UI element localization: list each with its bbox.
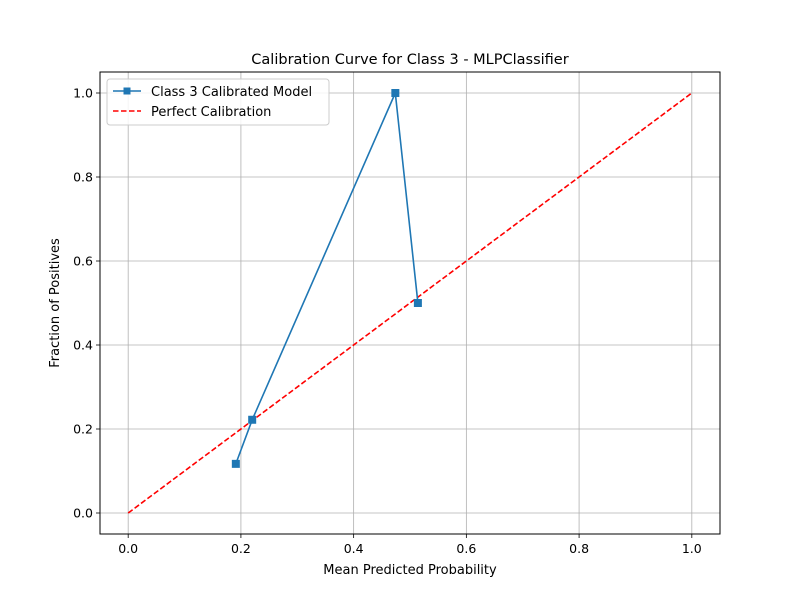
x-tick-label: 1.0 xyxy=(682,541,702,556)
calibrated-point xyxy=(231,459,240,468)
grid xyxy=(100,72,720,534)
calibrated-point xyxy=(391,89,400,97)
chart-title: Calibration Curve for Class 3 - MLPClass… xyxy=(251,52,568,68)
series-line-calibrated xyxy=(235,89,419,465)
legend-label-calibrated: Class 3 Calibrated Model xyxy=(151,85,312,100)
y-tick-label: 0.8 xyxy=(73,170,93,185)
x-tick-label: 0.0 xyxy=(118,541,138,556)
x-axis-label: Mean Predicted Probability xyxy=(323,563,497,578)
y-axis-label: Fraction of Positives xyxy=(48,238,63,368)
calibrated-point xyxy=(413,299,422,307)
series-line-perfect xyxy=(127,92,693,514)
legend-box xyxy=(106,78,330,126)
series-layer xyxy=(127,89,693,514)
calibrated-point xyxy=(248,415,257,424)
y-tick-label: 0.0 xyxy=(73,506,93,521)
x-tick-label: 0.6 xyxy=(456,541,476,556)
legend: Class 3 Calibrated Model Perfect Calibra… xyxy=(106,78,330,126)
x-tick-label: 0.2 xyxy=(231,541,251,556)
y-tick-label: 0.4 xyxy=(73,338,93,353)
x-tick-label: 0.4 xyxy=(344,541,364,556)
plot-frame xyxy=(99,71,721,535)
ticks: 0.0 0.2 0.4 0.6 0.8 1.0 0.0 0.2 0.4 0.6 0.8 1.0 xyxy=(73,86,702,557)
legend-marker-calibrated xyxy=(123,87,131,95)
y-tick-label: 1.0 xyxy=(73,86,93,101)
y-tick-label: 0.2 xyxy=(73,422,93,437)
y-tick-label: 0.6 xyxy=(73,254,93,269)
legend-label-perfect: Perfect Calibration xyxy=(151,105,271,120)
x-tick-label: 0.8 xyxy=(569,541,589,556)
